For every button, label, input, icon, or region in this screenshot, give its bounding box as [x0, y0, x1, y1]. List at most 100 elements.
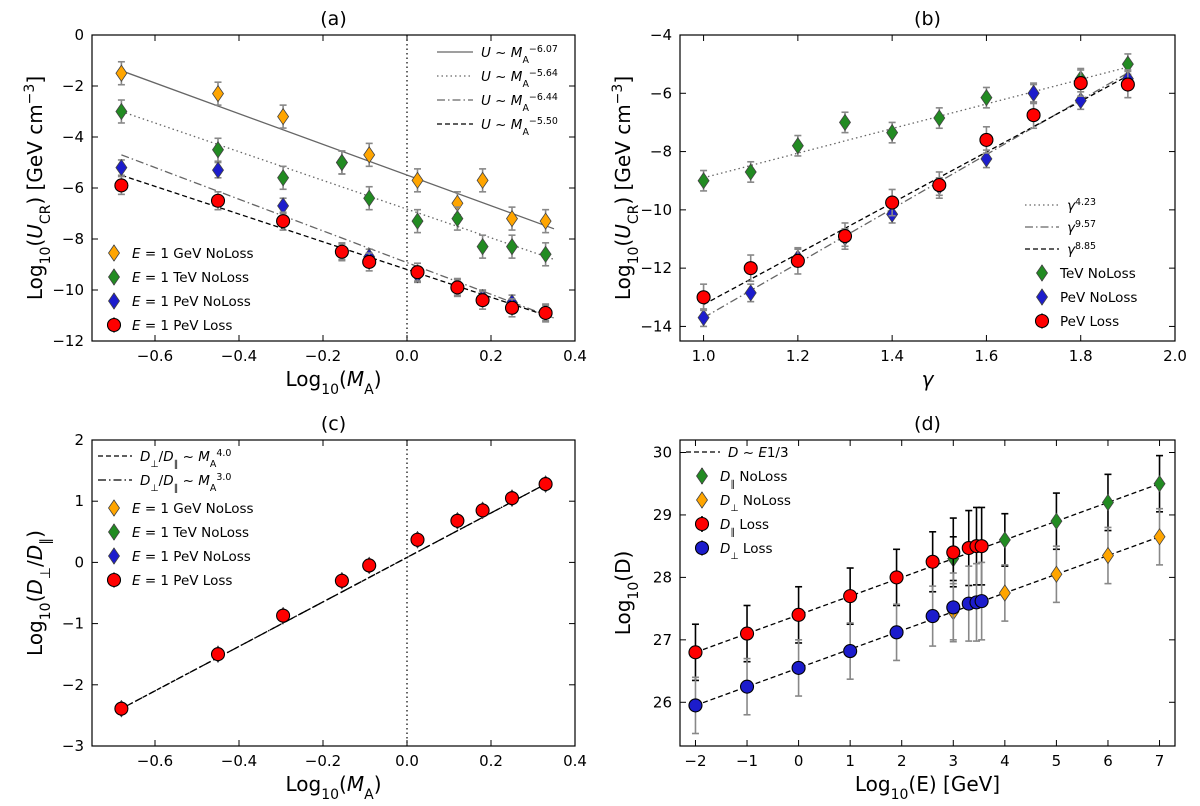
- x-tick-label: 1.0: [692, 347, 716, 365]
- legend-marker: [108, 292, 120, 310]
- data-point: [210, 647, 226, 662]
- legend-marker: [696, 467, 708, 485]
- x-tick-label: 1.8: [1069, 347, 1093, 365]
- data-point: [1101, 493, 1114, 512]
- x-tick-label: −0.6: [137, 752, 173, 770]
- legend-label: D ~ E1/3: [728, 445, 789, 461]
- y-axis-label: Log10(D): [611, 551, 642, 636]
- y-tick-label: −4: [62, 128, 84, 146]
- legend-label: E = 1 PeV NoLoss: [132, 294, 251, 310]
- y-tick-label: −6: [650, 84, 672, 102]
- data-point: [843, 644, 858, 659]
- data-point: [744, 163, 757, 181]
- panel-a: (a) −0.6 −0.4 −0.2 0.0 0.2 0.4 −12 −10 −8 −6 −4 −2 0 L…: [22, 8, 587, 398]
- data-point: [790, 253, 805, 268]
- legend-label: E = 1 TeV NoLoss: [132, 525, 249, 541]
- x-tick-label: 3: [949, 752, 959, 770]
- y-tick-label: −10: [52, 281, 84, 299]
- data-point: [410, 265, 425, 280]
- panel-c: (c) −0.6 −0.4 −0.2 0.0 0.2 0.4 −3 −2 −1 0 1 2 Log10(M…: [23, 413, 587, 803]
- plot-frame: [679, 439, 1176, 747]
- data-point: [277, 169, 290, 187]
- panel-d: (d) −2 −1 0 1 2 3 4 5 6 7 26 27 28 29 30 Log10(E) [GeV] L…: [611, 413, 1176, 803]
- x-tick-label: 6: [1103, 752, 1113, 770]
- panel-title: (d): [914, 413, 941, 435]
- data-point: [837, 229, 853, 244]
- data-point: [506, 237, 518, 256]
- y-tick-label: 2: [74, 431, 84, 449]
- fit-line: [121, 483, 546, 710]
- legend-label: U ~ MA−5.64: [481, 68, 558, 90]
- data-point: [697, 308, 710, 327]
- data-point: [697, 172, 710, 190]
- data-point: [791, 137, 804, 155]
- x-tick-label: 0.4: [563, 752, 587, 770]
- data-point: [334, 573, 349, 588]
- x-axis-label: Log10(E) [GeV]: [855, 772, 1000, 803]
- data-point: [538, 305, 553, 321]
- data-point: [334, 244, 349, 259]
- data-point: [506, 209, 518, 228]
- x-tick-label: −0.4: [221, 347, 257, 365]
- y-tick-label: 26: [653, 693, 672, 711]
- x-tick-label: 0.4: [563, 347, 587, 365]
- data-point: [1050, 512, 1063, 530]
- legend-label: γ8.85: [1067, 241, 1096, 259]
- data-point: [743, 261, 758, 276]
- legend-marker: [1036, 264, 1048, 282]
- legend-label: TeV NoLoss: [1059, 266, 1136, 282]
- data-point: [946, 600, 961, 615]
- data-point: [739, 626, 755, 641]
- legend-marker: [108, 499, 120, 517]
- legend-marker: [694, 540, 710, 556]
- legend-label: U ~ MA−6.07: [481, 44, 558, 66]
- fit-line: [703, 75, 1129, 306]
- data-point: [885, 195, 900, 210]
- data-point: [362, 558, 377, 573]
- x-tick-label: 0.0: [395, 752, 419, 770]
- data-point: [933, 109, 946, 127]
- data-point: [739, 679, 755, 694]
- x-tick-label: 1.2: [786, 347, 810, 365]
- legend-label: E = 1 PeV Loss: [132, 573, 232, 589]
- y-tick-label: −3: [62, 737, 84, 755]
- x-tick-label: −0.4: [221, 752, 257, 770]
- panel-b: (b) 1.0 1.2 1.4 1.6 1.8 2.0 −14 −12 −10 −8 −6 −4 γ Log…: [610, 8, 1187, 391]
- data-point: [335, 153, 348, 172]
- y-tick-label: 29: [653, 506, 672, 524]
- data-point: [115, 158, 128, 177]
- fit-line: [695, 483, 1160, 653]
- data-point: [363, 189, 376, 207]
- y-axis-label: Log10(D⊥/D∥): [23, 530, 54, 656]
- legend-label: E = 1 GeV NoLoss: [132, 246, 254, 262]
- y-tick-label: −8: [62, 230, 84, 248]
- x-tick-label: 2: [897, 752, 907, 770]
- panel-title: (b): [914, 8, 941, 30]
- y-tick-label: 0: [74, 26, 84, 44]
- x-axis-label: Log10(MA): [285, 772, 381, 803]
- y-tick-label: −14: [640, 317, 672, 335]
- legend-marker: [694, 516, 710, 532]
- data-point: [538, 477, 553, 492]
- data-point: [277, 107, 290, 126]
- x-axis-label: γ: [922, 367, 935, 391]
- legend-label: γ4.23: [1067, 197, 1096, 215]
- data-point: [115, 64, 128, 82]
- data-point: [791, 607, 806, 622]
- data-point: [504, 491, 520, 506]
- data-point: [998, 584, 1011, 602]
- data-point: [539, 245, 552, 264]
- legend-label: γ9.57: [1067, 219, 1096, 237]
- legend-label: D⊥/D∥ ~ MA3.0: [140, 472, 231, 494]
- data-point: [998, 531, 1011, 549]
- data-point: [475, 293, 490, 308]
- y-tick-label: 30: [653, 443, 672, 461]
- legend-label: PeV Loss: [1060, 314, 1119, 330]
- legend-marker: [108, 547, 120, 565]
- data-point: [451, 209, 464, 228]
- legend-label: D∥ NoLoss: [720, 469, 787, 490]
- plot-frame: [91, 439, 576, 747]
- y-tick-label: −2: [62, 77, 84, 95]
- data-point: [1026, 108, 1041, 123]
- data-point: [411, 212, 424, 230]
